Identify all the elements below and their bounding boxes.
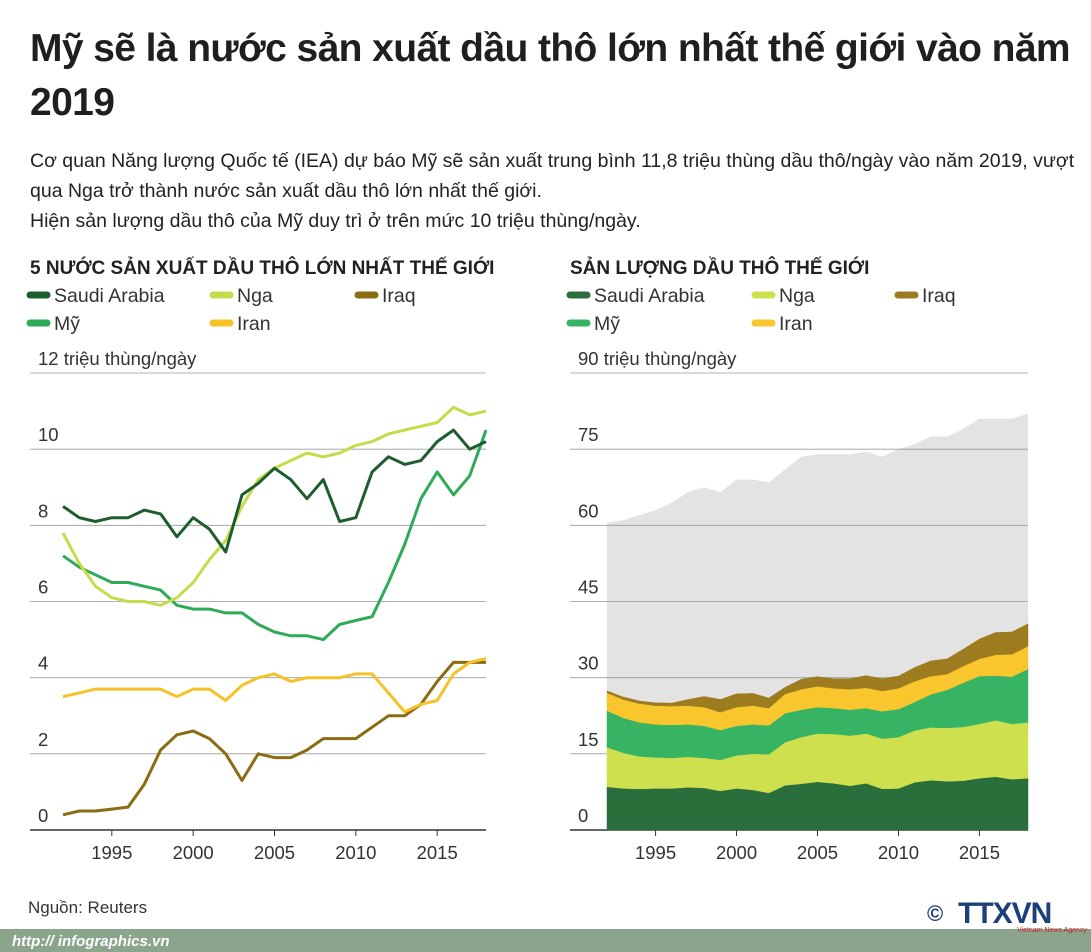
- stacked-area: [606, 623, 1029, 713]
- x-tick-label: 2005: [254, 842, 295, 863]
- series-line: [62, 428, 487, 554]
- x-tick-label: 2010: [878, 842, 919, 863]
- y-tick-label: 45: [578, 577, 599, 598]
- y-tick-label: 75: [578, 424, 599, 445]
- y-tick-label: 0: [38, 805, 48, 826]
- y-tick-label: 30: [578, 653, 599, 674]
- x-tick-label: 2010: [335, 842, 376, 863]
- x-tick-label: 2015: [417, 842, 458, 863]
- legend-label: Iraq: [922, 285, 956, 307]
- y-tick-label: 4: [38, 653, 48, 674]
- legend-label: Iran: [237, 313, 271, 335]
- description-line: Cơ quan Năng lượng Quốc tế (IEA) dự báo …: [30, 150, 1075, 202]
- y-tick-label: 60: [578, 500, 599, 521]
- x-tick-label: 2005: [797, 842, 838, 863]
- series-line: [62, 429, 488, 642]
- y-tick-label: 2: [38, 729, 48, 750]
- legend-label: Iraq: [382, 285, 416, 307]
- x-tick-label: 1995: [635, 842, 676, 863]
- x-tick-label: 2000: [716, 842, 757, 863]
- legend-label: Mỹ: [54, 313, 80, 335]
- footer-bar: [0, 929, 1091, 952]
- y-tick-label: 90 triệu thùng/ngày: [578, 348, 737, 369]
- logo-subtitle: Vietnam News Agency: [1017, 927, 1087, 934]
- source: Nguồn: Reuters: [28, 898, 147, 917]
- legend-label: Saudi Arabia: [594, 285, 705, 307]
- chart-title: SẢN LƯỢNG DẦU THÔ THẾ GIỚI: [570, 257, 869, 279]
- description-line: Hiện sản lượng dầu thô của Mỹ duy trì ở …: [30, 210, 641, 232]
- legend-label: Nga: [237, 285, 273, 307]
- chart-title: 5 NƯỚC SẢN XUẤT DẦU THÔ LỚN NHẤT THẾ GIỚ…: [30, 257, 494, 279]
- x-tick-label: 2015: [959, 842, 1000, 863]
- y-tick-label: 0: [578, 805, 588, 826]
- legend-label: Saudi Arabia: [54, 285, 165, 307]
- copyright: ©: [927, 901, 943, 926]
- legend-label: Mỹ: [594, 313, 620, 335]
- y-tick-label: 12 triệu thùng/ngày: [38, 348, 197, 369]
- y-tick-label: 15: [578, 729, 599, 750]
- series-line: [62, 657, 487, 714]
- series-line: [61, 405, 487, 607]
- y-tick-label: 8: [38, 500, 48, 521]
- x-tick-label: 2000: [173, 842, 214, 863]
- page-title: Mỹ sẽ là nước sản xuất dầu thô lớn nhất …: [30, 27, 1071, 124]
- series-line: [62, 660, 486, 817]
- x-tick-label: 1995: [91, 842, 132, 863]
- y-tick-label: 10: [38, 424, 59, 445]
- logo: TTXVN: [958, 897, 1051, 930]
- url: http:// infographics.vn: [12, 933, 170, 950]
- legend-label: Nga: [779, 285, 815, 307]
- y-tick-label: 6: [38, 577, 48, 598]
- legend-label: Iran: [779, 313, 813, 335]
- description: Cơ quan Năng lượng Quốc tế (IEA) dự báo …: [30, 146, 1080, 236]
